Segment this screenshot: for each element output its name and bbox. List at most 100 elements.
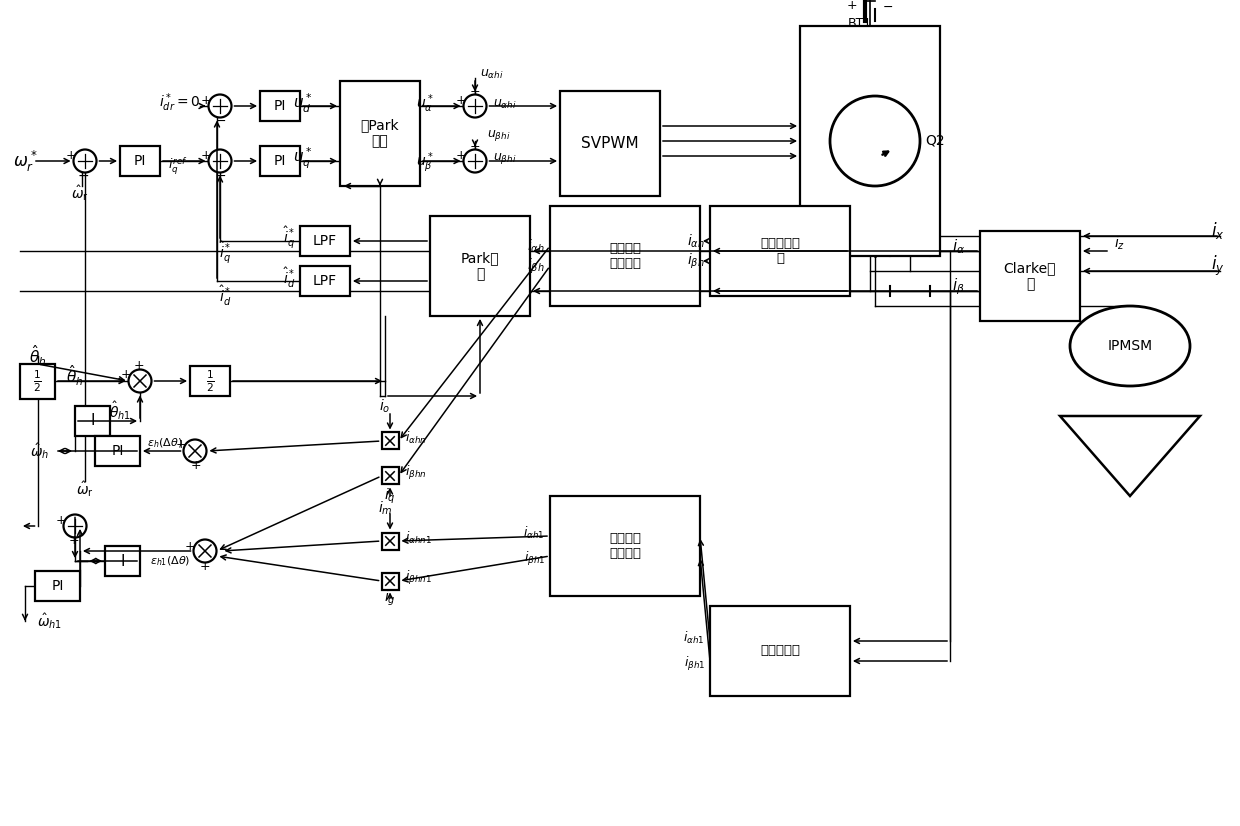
Text: $u_{\beta hi}$: $u_{\beta hi}$ (487, 129, 511, 144)
Text: $i_{\beta h1}$: $i_{\beta h1}$ (523, 550, 546, 568)
Text: I: I (91, 414, 94, 429)
Text: SVPWM: SVPWM (582, 136, 639, 151)
Text: $i_m$: $i_m$ (378, 499, 392, 517)
Text: Park变
换: Park变 换 (461, 251, 500, 281)
Circle shape (208, 94, 232, 117)
Text: $\hat{\theta}_{h1}$: $\hat{\theta}_{h1}$ (109, 400, 131, 422)
Text: 纯延时滤波
器: 纯延时滤波 器 (760, 237, 800, 265)
Bar (340, 81, 420, 186)
Text: $\varepsilon_{h1}(\Delta\theta)$: $\varepsilon_{h1}(\Delta\theta)$ (150, 554, 190, 567)
Text: +: + (200, 559, 211, 572)
Text: $\varepsilon_h(\Delta\theta)$: $\varepsilon_h(\Delta\theta)$ (148, 436, 182, 450)
Text: $\boldsymbol{u_d^*}$: $\boldsymbol{u_d^*}$ (293, 92, 312, 115)
Text: $-$: $-$ (216, 169, 227, 182)
Circle shape (464, 94, 486, 117)
Text: +: + (201, 150, 211, 163)
Text: PI: PI (112, 444, 124, 458)
Text: $i_z$: $i_z$ (1115, 235, 1126, 252)
Text: +: + (185, 539, 196, 553)
Circle shape (193, 539, 217, 563)
Circle shape (464, 150, 486, 173)
Text: IPMSM: IPMSM (1107, 339, 1152, 353)
Bar (35, 571, 81, 601)
Circle shape (208, 150, 232, 173)
Bar (430, 216, 529, 316)
Text: I: I (120, 553, 125, 568)
Bar (105, 546, 140, 576)
Text: PI: PI (274, 99, 286, 113)
Text: +: + (455, 94, 466, 107)
Text: $-$: $-$ (216, 113, 227, 126)
Bar (382, 572, 398, 590)
Text: $i_o$: $i_o$ (379, 397, 391, 415)
Bar (551, 206, 701, 306)
Polygon shape (1060, 416, 1200, 496)
Text: $\hat{\omega}_{h1}$: $\hat{\omega}_{h1}$ (37, 611, 62, 631)
Bar (74, 406, 110, 436)
Text: $i_q^{ref}$: $i_q^{ref}$ (169, 155, 187, 177)
Text: $\frac{1}{2}$: $\frac{1}{2}$ (206, 368, 215, 394)
Text: $\hat{i}_q^*$: $\hat{i}_q^*$ (218, 240, 231, 266)
Bar (800, 26, 940, 256)
Text: +: + (455, 150, 466, 163)
Text: $\hat{\omega}_h$: $\hat{\omega}_h$ (30, 441, 50, 461)
Text: $i_\alpha$: $i_\alpha$ (952, 238, 965, 256)
Text: $\hat{i}_d^*$: $\hat{i}_d^*$ (283, 266, 295, 290)
Text: +: + (847, 0, 857, 12)
Text: $i_{\beta h1}$: $i_{\beta h1}$ (683, 655, 706, 673)
Circle shape (129, 369, 151, 392)
Bar (382, 533, 398, 549)
Text: $i_y$: $i_y$ (1211, 254, 1225, 278)
Text: $\hat{i}_q^*$: $\hat{i}_q^*$ (283, 225, 295, 251)
Text: $\omega_r^*$: $\omega_r^*$ (12, 149, 37, 173)
Bar (560, 91, 660, 196)
Text: $-$: $-$ (883, 0, 894, 12)
Text: $i_{\alpha h}$: $i_{\alpha h}$ (527, 237, 546, 254)
Circle shape (63, 515, 87, 538)
Text: +: + (191, 459, 201, 472)
Text: $u_{\alpha hi}$: $u_{\alpha hi}$ (494, 97, 517, 111)
Text: 逆Park
变换: 逆Park 变换 (361, 118, 399, 149)
Text: $i_{\alpha hn1}$: $i_{\alpha hn1}$ (405, 530, 432, 546)
Text: $\boldsymbol{u_q^*}$: $\boldsymbol{u_q^*}$ (293, 145, 312, 170)
Circle shape (184, 439, 207, 463)
Text: Clarke变
换: Clarke变 换 (1003, 261, 1056, 291)
Text: 同步轴高
通滤波器: 同步轴高 通滤波器 (609, 532, 641, 560)
Bar (190, 366, 229, 396)
Text: $\hat{i}_d^*$: $\hat{i}_d^*$ (218, 284, 231, 308)
Text: $i_g$: $i_g$ (384, 588, 396, 608)
Bar (95, 436, 140, 466)
Text: +: + (201, 94, 211, 107)
Bar (551, 496, 701, 596)
Bar (120, 146, 160, 176)
Text: $i_{\beta h}$: $i_{\beta h}$ (687, 251, 706, 271)
Text: $u_\beta^*$: $u_\beta^*$ (417, 151, 434, 175)
Text: Q2: Q2 (925, 134, 945, 148)
Ellipse shape (1070, 306, 1190, 386)
Text: $u_{\alpha hi}$: $u_{\alpha hi}$ (480, 68, 503, 81)
Text: $i_{\alpha h1}$: $i_{\alpha h1}$ (523, 525, 546, 541)
Text: +: + (66, 150, 77, 163)
Text: $i_{\alpha h1}$: $i_{\alpha h1}$ (683, 630, 706, 646)
Text: $\frac{1}{2}$: $\frac{1}{2}$ (33, 368, 42, 394)
Text: PI: PI (274, 154, 286, 168)
Text: +: + (120, 368, 131, 382)
Text: $i_{\alpha hn}$: $i_{\alpha hn}$ (405, 430, 427, 446)
Text: +: + (68, 534, 79, 547)
Text: +: + (134, 359, 144, 373)
Text: $u_\alpha^*$: $u_\alpha^*$ (417, 93, 434, 116)
Text: $\hat{\theta}_h$: $\hat{\theta}_h$ (66, 363, 84, 388)
Text: $\hat{\theta}_h$: $\hat{\theta}_h$ (29, 344, 46, 368)
Text: $i_x$: $i_x$ (1211, 221, 1225, 241)
Text: $i_{\beta hn1}$: $i_{\beta hn1}$ (405, 569, 432, 587)
Bar (20, 364, 55, 399)
Bar (382, 433, 398, 449)
Text: $u_{\beta hi}$: $u_{\beta hi}$ (494, 151, 516, 167)
Text: LPF: LPF (312, 234, 337, 248)
Bar (300, 266, 350, 296)
Text: PI: PI (134, 154, 146, 168)
Bar (382, 468, 398, 485)
Circle shape (73, 150, 97, 173)
Text: $i_{\beta h}$: $i_{\beta h}$ (527, 256, 546, 276)
Text: $i_{dr}^* = 0$: $i_{dr}^* = 0$ (160, 92, 201, 114)
